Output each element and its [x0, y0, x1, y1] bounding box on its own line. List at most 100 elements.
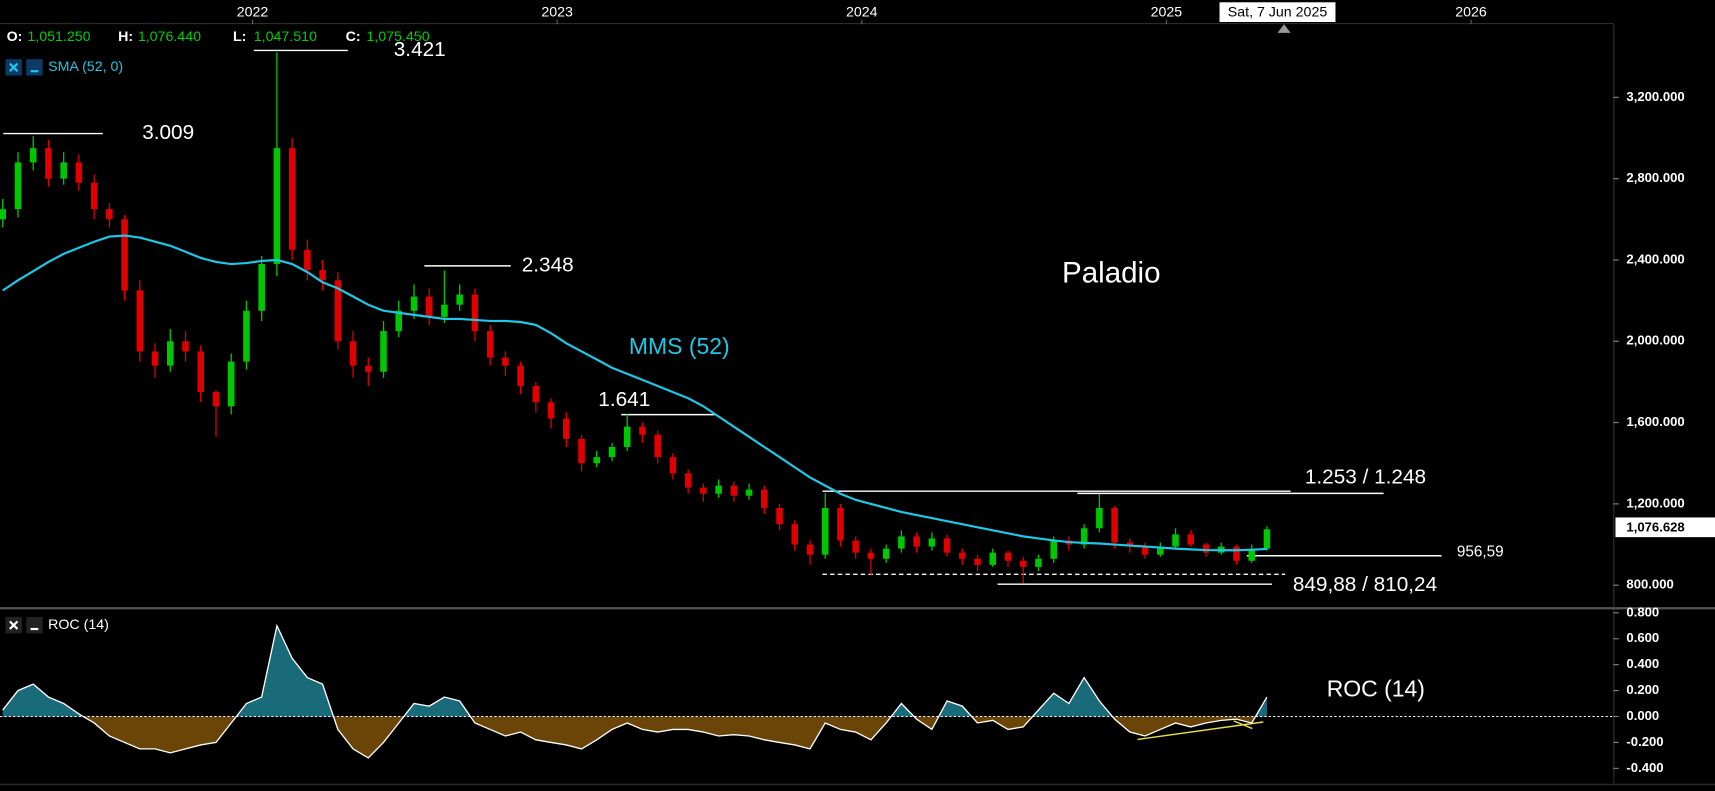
candle-body [0, 209, 7, 220]
annotation: 3.009 [142, 121, 194, 144]
candle-body [334, 280, 342, 342]
roc-legend-icons[interactable] [5, 616, 43, 634]
ohlc-value: 1,075.450 [366, 29, 429, 45]
candle-body [532, 385, 540, 403]
candle-body [715, 485, 722, 494]
roc-line [2, 623, 1268, 759]
annotation: 1.641 [598, 388, 650, 411]
annotation: 956,59 [1457, 544, 1504, 561]
x-tick-label: 2026 [1455, 4, 1487, 20]
candle-body [471, 294, 479, 332]
candle-body [75, 162, 83, 183]
candle-body [517, 365, 524, 386]
minimize-icon[interactable] [26, 616, 43, 634]
candle-body [29, 148, 37, 163]
y-tick-label: 0.600 [1626, 630, 1659, 645]
close-glyph [9, 62, 19, 72]
candle-body [410, 296, 418, 311]
y-tick-label: 2,000.000 [1626, 333, 1684, 348]
candle-body [837, 507, 844, 541]
annotation: Paladio [1062, 256, 1160, 289]
candle-body [197, 351, 205, 393]
last-price-box [1615, 517, 1715, 538]
candle-body [563, 418, 570, 439]
candle-body [151, 351, 159, 366]
ohlc-value: 1,047.510 [254, 29, 317, 45]
y-tick-label: 3,200.000 [1626, 89, 1684, 104]
candle-body [974, 558, 981, 565]
annotation: 1.253 / 1.248 [1305, 466, 1426, 489]
candle-body [593, 457, 601, 464]
sma-legend-icons[interactable] [5, 59, 43, 76]
minimize-icon[interactable] [26, 59, 43, 76]
close-glyph [9, 620, 19, 630]
candle-body [578, 438, 585, 464]
candle-body [776, 507, 783, 525]
y-tick-label: -0.200 [1626, 734, 1663, 749]
candle-body [319, 270, 326, 281]
candle-body [654, 434, 661, 458]
candle-body [623, 426, 631, 447]
y-tick-label: 1,200.000 [1626, 495, 1684, 510]
ohlc-key: C: [346, 29, 361, 45]
candle-body [700, 487, 707, 494]
annotation: 849,88 / 810,24 [1293, 573, 1437, 596]
candle-body [943, 538, 951, 553]
candle-body [1111, 507, 1118, 543]
candle-body [608, 446, 616, 458]
candle-body [1019, 560, 1027, 567]
candle-body [806, 544, 814, 555]
candle-body [821, 507, 829, 555]
annotation: MMS (52) [629, 333, 730, 359]
candle-body [928, 538, 936, 547]
y-tick-label: 800.000 [1626, 577, 1673, 592]
candle-body [288, 148, 296, 250]
candle-body [45, 148, 52, 179]
candle-body [913, 536, 920, 547]
y-tick-label: 2,400.000 [1626, 251, 1684, 266]
candle-body [730, 485, 738, 496]
candle-body [14, 162, 22, 210]
candle-body [989, 552, 997, 565]
y-tick-label: 1,600.000 [1626, 414, 1684, 429]
candle-body [182, 341, 189, 352]
candle-body [349, 341, 357, 366]
candle-body [1004, 552, 1012, 561]
y-tick-label: 0.000 [1626, 708, 1659, 723]
candle-body [761, 489, 768, 508]
candle-body [502, 357, 509, 366]
y-tick-label: -0.400 [1626, 760, 1663, 775]
ohlc-key: H: [118, 29, 133, 45]
roc-area-negative [2, 716, 1267, 758]
candle-body [1248, 548, 1255, 561]
candle-body [867, 552, 875, 559]
candle-body [1157, 546, 1164, 555]
candle-body [1035, 558, 1042, 567]
roc-area-positive [2, 625, 1267, 717]
candle-body [1096, 507, 1103, 529]
candle-body [1080, 528, 1088, 545]
candle-body [106, 209, 113, 220]
x-tick-label: 2022 [237, 4, 269, 20]
ohlc-value: 1,051.250 [27, 29, 90, 45]
annotation: 3.421 [394, 38, 446, 61]
drawing-lines [3, 49, 1442, 585]
last-price-label: 1,076.628 [1626, 519, 1684, 534]
candle-body [669, 457, 677, 474]
ohlc-key: O: [7, 29, 23, 45]
sma-line [2, 234, 1267, 552]
candle-body [243, 310, 250, 362]
ohlc-key: L: [233, 29, 246, 45]
x-tick-label: 2023 [541, 4, 573, 20]
y-tick-label: 0.200 [1626, 682, 1659, 697]
candle-body [441, 304, 448, 317]
legend-entry: ROC (14) [48, 617, 109, 633]
annotation: 2.348 [522, 253, 574, 276]
candle-body [304, 249, 311, 271]
candle-body [121, 219, 128, 291]
candle-body [1050, 540, 1057, 559]
x-tick-label: 2025 [1151, 4, 1183, 20]
